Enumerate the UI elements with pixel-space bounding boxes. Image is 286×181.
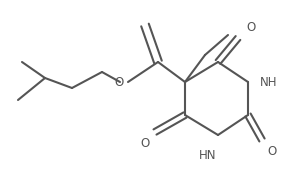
Text: O: O bbox=[246, 21, 255, 34]
Text: O: O bbox=[141, 137, 150, 150]
Text: HN: HN bbox=[198, 149, 216, 162]
Text: O: O bbox=[267, 145, 276, 158]
Text: NH: NH bbox=[260, 75, 277, 89]
Text: O: O bbox=[115, 75, 124, 89]
